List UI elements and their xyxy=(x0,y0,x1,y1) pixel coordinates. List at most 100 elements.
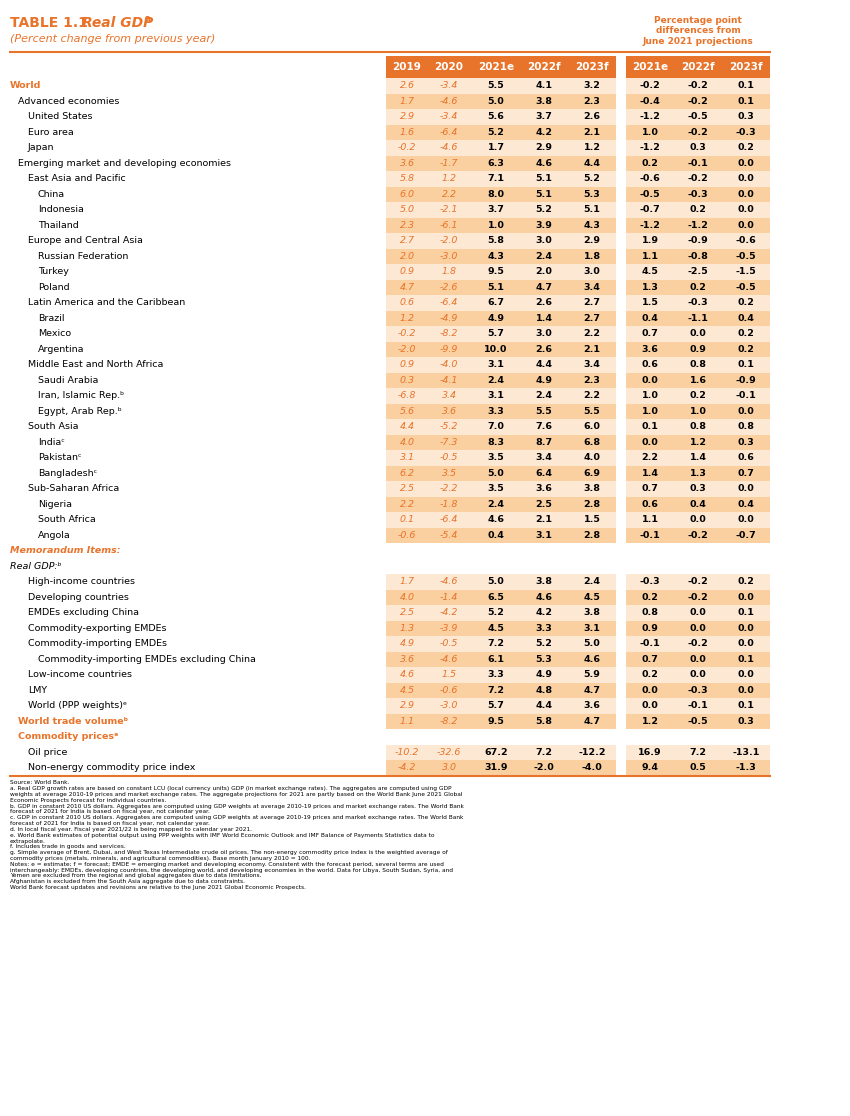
Text: -2.6: -2.6 xyxy=(439,282,458,291)
Text: 4.2: 4.2 xyxy=(536,127,552,137)
Text: 1.8: 1.8 xyxy=(441,267,456,277)
Bar xyxy=(626,404,770,418)
Bar xyxy=(626,249,770,264)
Text: 2.1: 2.1 xyxy=(583,345,600,354)
Text: 8.3: 8.3 xyxy=(488,437,505,446)
Text: 0.1: 0.1 xyxy=(738,655,755,664)
Text: -6.4: -6.4 xyxy=(439,127,458,137)
Bar xyxy=(626,279,770,295)
Text: 9.5: 9.5 xyxy=(488,716,504,725)
Text: 2.7: 2.7 xyxy=(583,314,600,323)
Text: 1.5: 1.5 xyxy=(441,671,456,680)
Text: -1.8: -1.8 xyxy=(439,500,458,509)
Text: 0.2: 0.2 xyxy=(738,143,755,152)
Text: Iran, Islamic Rep.ᵇ: Iran, Islamic Rep.ᵇ xyxy=(38,392,124,401)
Text: Nigeria: Nigeria xyxy=(38,500,72,509)
Bar xyxy=(386,295,616,310)
Text: 4.0: 4.0 xyxy=(400,437,415,446)
Text: 6.2: 6.2 xyxy=(400,469,415,478)
Text: 2.7: 2.7 xyxy=(583,298,600,307)
Text: 3.6: 3.6 xyxy=(400,655,415,664)
Text: -0.1: -0.1 xyxy=(735,392,756,401)
Text: Commodity-importing EMDEs excluding China: Commodity-importing EMDEs excluding Chin… xyxy=(38,655,256,664)
Bar xyxy=(626,589,770,605)
Text: -1.2: -1.2 xyxy=(639,143,660,152)
Bar xyxy=(386,404,616,418)
Text: 1.6: 1.6 xyxy=(689,376,706,385)
Text: 2.0: 2.0 xyxy=(536,267,552,277)
Text: Source: World Bank.: Source: World Bank. xyxy=(10,780,70,786)
Text: interchangeably: EMDEs, developing countries, the developing world, and developi: interchangeably: EMDEs, developing count… xyxy=(10,867,453,873)
Text: -5.4: -5.4 xyxy=(439,531,458,540)
Text: -4.0: -4.0 xyxy=(439,360,458,369)
Text: 2.0: 2.0 xyxy=(400,252,415,261)
Bar xyxy=(386,186,616,202)
Text: 0.2: 0.2 xyxy=(642,158,659,167)
Text: 1.0: 1.0 xyxy=(689,406,706,416)
Text: 2.3: 2.3 xyxy=(400,221,415,230)
Text: 16.9: 16.9 xyxy=(638,748,662,757)
Text: -0.1: -0.1 xyxy=(688,158,708,167)
Bar xyxy=(626,218,770,233)
Text: 9.5: 9.5 xyxy=(488,267,504,277)
Text: 2.4: 2.4 xyxy=(536,252,552,261)
Text: 5.2: 5.2 xyxy=(488,127,504,137)
Text: -0.5: -0.5 xyxy=(439,453,458,462)
Text: -3.4: -3.4 xyxy=(439,113,458,122)
Text: 3.5: 3.5 xyxy=(441,469,456,478)
Text: Sub-Saharan Africa: Sub-Saharan Africa xyxy=(28,484,119,493)
Bar xyxy=(386,155,616,171)
Text: 0.2: 0.2 xyxy=(738,329,755,338)
Text: 0.9: 0.9 xyxy=(400,360,415,369)
Text: 0.6: 0.6 xyxy=(738,453,755,462)
Text: 5.5: 5.5 xyxy=(584,406,600,416)
Text: 5.8: 5.8 xyxy=(488,237,505,246)
Bar xyxy=(386,373,616,388)
Text: 0.2: 0.2 xyxy=(738,345,755,354)
Text: Notes: e = estimate; f = forecast; EMDE = emerging market and developing economy: Notes: e = estimate; f = forecast; EMDE … xyxy=(10,862,444,867)
Text: 0.4: 0.4 xyxy=(738,314,755,323)
Bar xyxy=(386,574,616,589)
Text: g. Simple average of Brent, Dubai, and West Texas Intermediate crude oil prices.: g. Simple average of Brent, Dubai, and W… xyxy=(10,850,448,855)
Text: 0.0: 0.0 xyxy=(738,484,754,493)
Text: 0.3: 0.3 xyxy=(689,484,706,493)
Text: 1.5: 1.5 xyxy=(642,298,659,307)
Text: 0.1: 0.1 xyxy=(738,608,755,617)
Text: 2.8: 2.8 xyxy=(583,500,601,509)
Text: United States: United States xyxy=(28,113,93,122)
Text: South Africa: South Africa xyxy=(38,516,96,525)
Text: 0.0: 0.0 xyxy=(689,655,706,664)
Text: 2.7: 2.7 xyxy=(400,237,415,246)
Text: -2.2: -2.2 xyxy=(439,484,458,493)
Bar xyxy=(626,683,770,698)
Text: 0.0: 0.0 xyxy=(689,624,706,633)
Text: LMY: LMY xyxy=(28,685,47,695)
Bar xyxy=(626,418,770,434)
Text: 5.0: 5.0 xyxy=(488,577,504,586)
Text: 0.2: 0.2 xyxy=(642,671,659,680)
Bar xyxy=(626,388,770,404)
Bar xyxy=(626,729,770,744)
Text: 3.6: 3.6 xyxy=(400,158,415,167)
Text: 3.3: 3.3 xyxy=(488,671,504,680)
Text: 1.4: 1.4 xyxy=(689,453,706,462)
Text: 4.6: 4.6 xyxy=(400,671,415,680)
Text: -12.2: -12.2 xyxy=(578,748,606,757)
Bar xyxy=(386,310,616,326)
Bar xyxy=(386,418,616,434)
Text: 0.2: 0.2 xyxy=(689,392,706,401)
Text: 0.7: 0.7 xyxy=(642,484,659,493)
Text: -4.6: -4.6 xyxy=(439,143,458,152)
Text: Percentage point
differences from
June 2021 projections: Percentage point differences from June 2… xyxy=(643,16,753,46)
Text: 0.1: 0.1 xyxy=(738,701,755,710)
Bar xyxy=(386,558,616,574)
Text: 0.4: 0.4 xyxy=(488,531,504,540)
Text: 4.6: 4.6 xyxy=(488,516,505,525)
Text: High-income countries: High-income countries xyxy=(28,577,135,586)
Text: -0.2: -0.2 xyxy=(688,97,708,106)
Text: 3.5: 3.5 xyxy=(488,484,504,493)
Bar xyxy=(386,683,616,698)
Bar xyxy=(386,326,616,341)
Bar xyxy=(386,729,616,744)
Text: -8.2: -8.2 xyxy=(439,329,458,338)
